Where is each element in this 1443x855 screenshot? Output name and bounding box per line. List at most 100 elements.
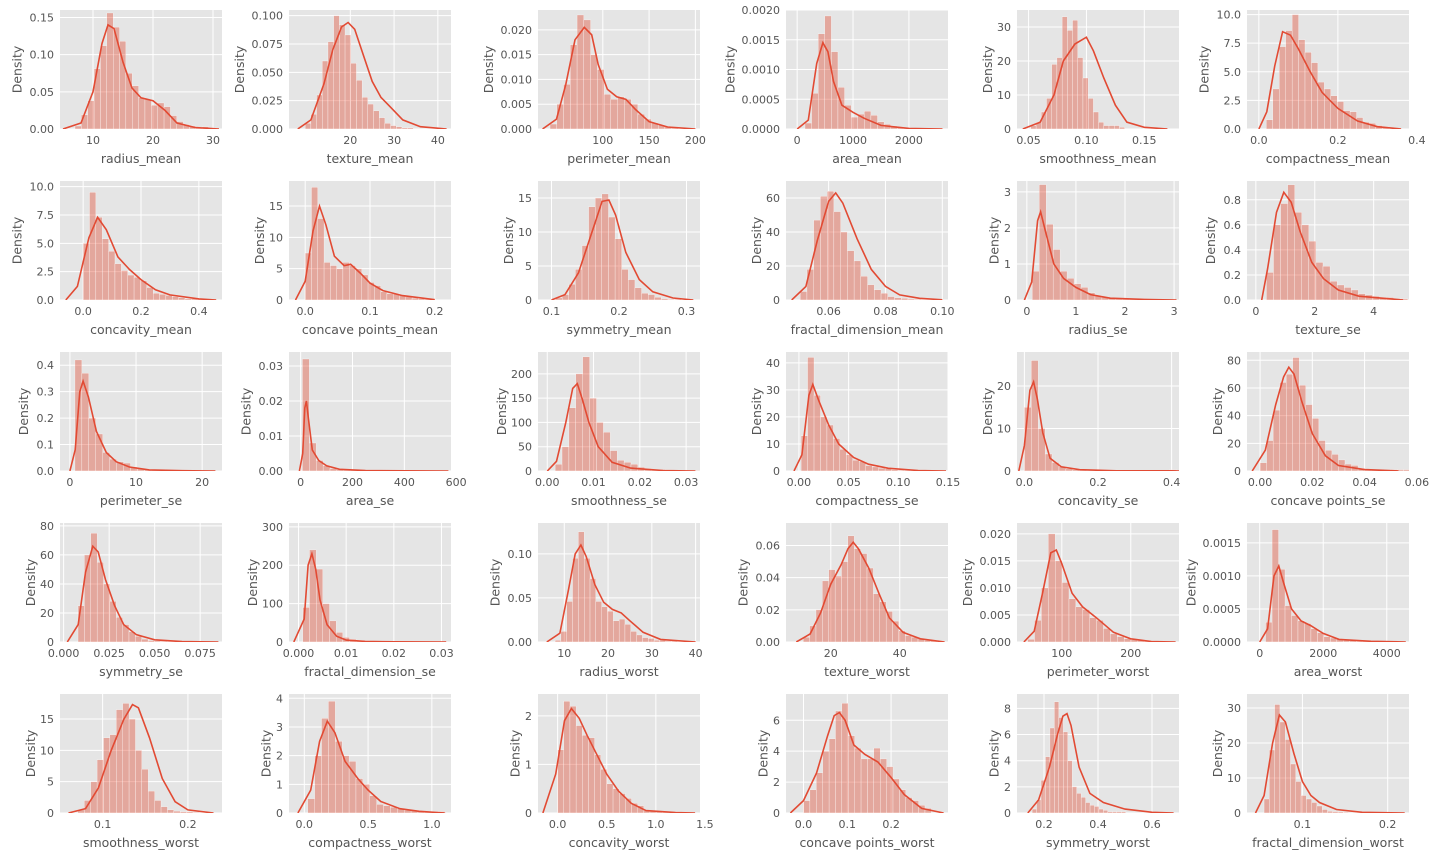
histogram-bar [141,769,149,813]
histogram-bar [846,454,853,471]
histogram-bar [1038,428,1046,471]
histogram-bar [674,299,682,300]
histogram-bar [1375,641,1383,642]
histogram-bar [572,558,579,642]
histogram-bar [623,462,632,471]
histogram-bar [184,298,192,300]
x-tick-label: 10 [557,647,571,660]
histogram-bar [841,703,849,813]
histogram-bar [662,811,669,813]
y-tick-label: 0.010 [501,73,533,86]
histogram-bar [1266,119,1273,129]
histogram-bar [316,460,324,471]
y-axis-label: Density [749,387,764,435]
histogram-bar [1073,283,1082,300]
histogram-bar [1298,39,1306,129]
y-tick-label: 0.0015 [742,34,781,47]
x-tick-label: 0.4 [190,305,208,318]
y-tick-label: 60 [1227,382,1241,395]
histogram-bar [803,800,811,813]
histogram-bar [582,735,589,813]
x-tick-label: 0.03 [674,476,699,489]
histogram-bar [1301,224,1310,300]
x-tick-label: 20 [601,647,615,660]
x-axis-label: perimeter_se [100,493,183,508]
x-tick-label: 0.4 [1408,134,1426,147]
histogram-bar [883,124,891,129]
histogram-bar [1137,640,1145,642]
x-axis-label: texture_mean [327,151,414,166]
histogram-bar [1286,373,1293,471]
kde-line [69,378,216,471]
histogram-bar [369,641,377,642]
y-axis-label: Density [980,45,995,93]
histogram-bar [1108,298,1117,300]
histogram-bar [1273,224,1281,300]
y-tick-label: 0.6 [1224,219,1242,232]
histogram-bar [1305,404,1313,471]
y-axis-label: Density [16,387,31,435]
histogram-bar [356,640,364,642]
histogram-bar [1369,641,1376,642]
histogram-bar [1067,760,1073,813]
histogram-bar [302,607,310,642]
x-axis-label: fractal_dimension_worst [1252,835,1404,850]
histogram-bar [1056,57,1063,129]
histogram-bar [560,631,567,642]
y-axis-label: Density [494,387,509,435]
x-tick-label: 0.025 [93,647,125,660]
histogram-bar [872,466,879,471]
x-tick-label: 0.0 [296,305,314,318]
x-tick-label: 0.0 [549,818,567,831]
x-tick-label: 2000 [895,134,923,147]
histogram-bar [1024,407,1032,471]
plot-background [538,694,700,813]
histogram-bar [380,291,388,300]
y-axis-label: Density [1183,558,1198,606]
histogram-bar [333,15,340,129]
histogram-bar [625,798,632,813]
histogram-bar [654,297,662,300]
x-tick-label: 20 [824,647,838,660]
histogram-bar [826,424,834,471]
histogram-bar [88,417,96,471]
histogram-bar [1048,533,1056,642]
y-tick-label: 0.0000 [742,123,781,136]
histogram-bar [154,800,162,813]
histogram-bar [1358,293,1366,300]
histogram-bar [123,462,131,471]
histogram-bar [576,14,584,129]
histogram-bar [1085,802,1091,813]
histogram-bar [624,99,632,129]
histogram-bar [328,701,336,813]
y-tick-label: 100 [511,416,532,429]
histogram-bar [159,294,167,300]
histogram-bar [1039,184,1047,300]
histogram-bar [658,469,666,471]
x-tick-label: 2 [1122,305,1129,318]
histogram-bar [1045,756,1051,813]
y-tick-label: 7.5 [37,209,55,222]
histogram-bar [608,216,616,300]
plot-background [60,352,222,471]
histogram-bar [911,637,919,642]
x-axis-label: area_se [346,493,395,508]
y-tick-label: 60 [40,549,54,562]
histogram-bar [1386,297,1394,300]
x-tick-label: 0.00 [535,476,560,489]
histogram-bar [103,583,111,642]
histogram-bar [648,638,655,642]
histogram-bar [1336,639,1344,642]
y-tick-label: 0.0 [1224,123,1242,136]
histogram-bar [160,806,168,813]
histogram-bar [813,395,821,471]
histogram-bar [379,117,386,129]
histogram-bar [603,94,612,129]
histogram-bar [113,26,120,129]
histogram-bar [157,102,165,129]
histogram-bar [837,87,845,129]
histogram-bar [642,637,649,642]
